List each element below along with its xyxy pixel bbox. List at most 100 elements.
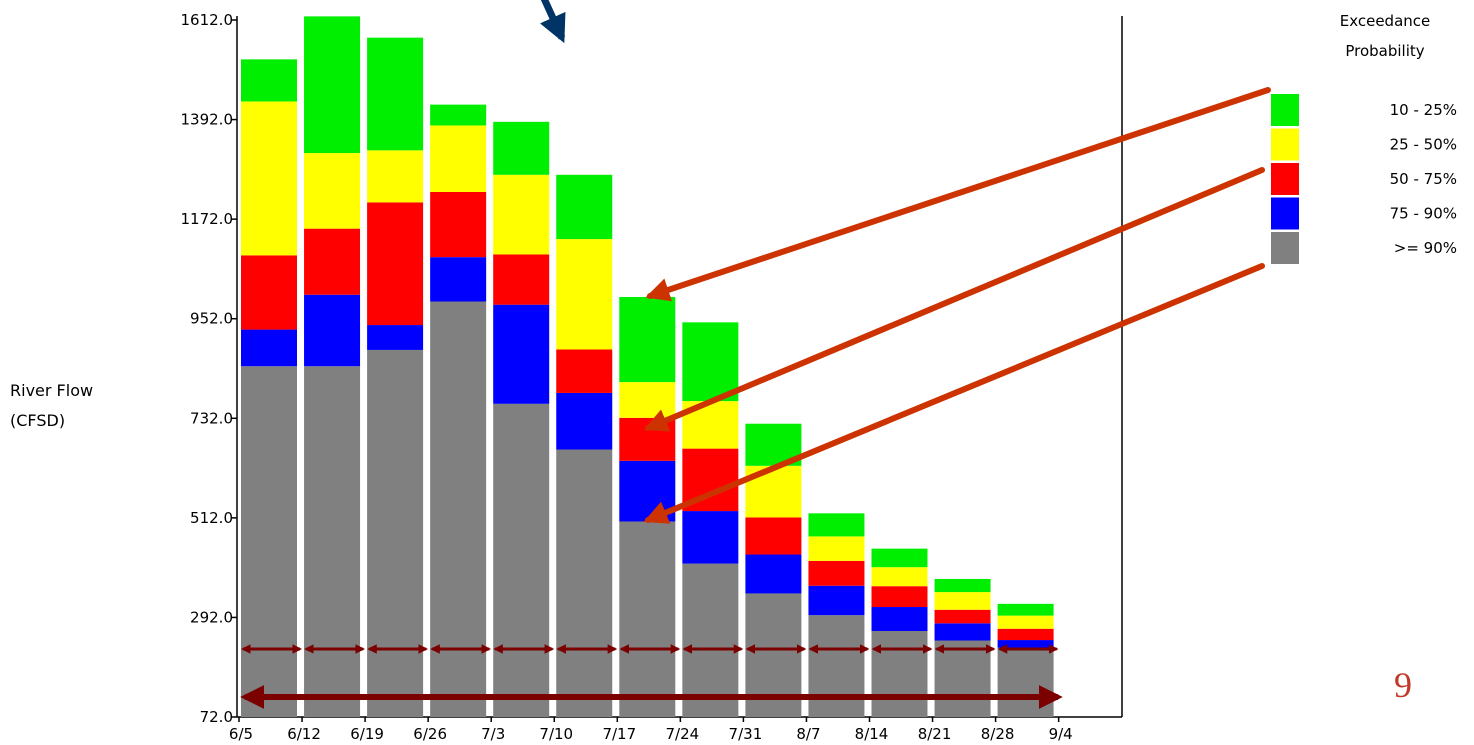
x-tick-label: 8/28 [981,725,1015,743]
bar-12-segment-p25 [997,615,1054,629]
y-tick-label: 292.0 [190,608,233,626]
bar-2-segment-p50 [367,202,424,326]
bar-4-segment-p25 [493,174,550,255]
x-tick-label: 7/10 [539,725,573,743]
bar-11-segment-p75 [934,623,991,641]
legend-title: Probability [1345,42,1424,60]
bar-11-segment-p25 [934,592,991,610]
y-tick-label: 1392.0 [181,111,234,129]
bar-1-segment-p50 [304,228,361,295]
bar-2-segment-p10 [367,37,424,151]
x-tick-label: 7/31 [729,725,763,743]
bar-5-segment-p50 [556,349,613,393]
legend-label-4: >= 90% [1394,239,1457,257]
bar-2-segment-p75 [367,325,424,350]
bar-10-segment-p50 [871,586,928,608]
legend-callout-arrow-2 [643,263,1265,524]
bar-11-segment-p90 [934,640,991,717]
bar-0-segment-p50 [241,255,297,330]
legend-label-1: 25 - 50% [1390,136,1457,154]
bar-4-segment-p10 [493,121,550,175]
x-tick-label: 6/26 [413,725,447,743]
bar-5-segment-p75 [556,392,613,450]
bar-4-segment-p90 [493,403,550,717]
slide-number: 9 [1394,665,1412,705]
bar-8-segment-p75 [745,554,802,594]
bar-9-segment-p10 [808,513,865,537]
bar-1-segment-p25 [304,153,361,229]
bar-12-segment-p90 [997,647,1054,717]
x-tick-label: 7/24 [666,725,700,743]
bar-9-segment-p25 [808,536,865,561]
bar-0-segment-p75 [241,329,297,367]
bar-9-segment-p75 [808,585,865,616]
y-tick-label: 952.0 [190,310,233,328]
bar-5-segment-p90 [556,449,613,717]
y-tick-label: 72.0 [200,708,233,726]
bar-6-segment-p50 [619,417,676,461]
x-tick-label: 6/5 [229,725,253,743]
legend-label-2: 50 - 75% [1390,170,1457,188]
x-tick-label: 7/3 [481,725,505,743]
y-tick-label: 1612.0 [181,11,234,29]
bar-11-segment-p50 [934,609,991,624]
bar-2-segment-p25 [367,150,424,203]
bar-1-segment-p10 [304,16,361,154]
y-tick-label: 1172.0 [181,210,234,228]
bar-12-segment-p75 [997,640,1054,648]
bar-0-segment-p90 [241,366,297,717]
bar-7-segment-p90 [682,563,739,717]
bar-8-segment-p50 [745,517,802,555]
bar-10-segment-p25 [871,567,928,587]
bar-0-segment-p25 [241,101,297,256]
bar-10-segment-p75 [871,607,928,632]
x-tick-label: 6/12 [287,725,321,743]
legend-swatch-0 [1271,94,1299,126]
bar-9-segment-p50 [808,560,865,586]
x-tick-label: 9/4 [1049,725,1073,743]
bar-6-segment-p10 [619,296,676,383]
x-tick-label: 8/7 [796,725,820,743]
bar-4-segment-p50 [493,254,550,305]
x-tick-label: 6/19 [350,725,384,743]
bar-3-segment-p25 [430,125,487,192]
legend-label-3: 75 - 90% [1390,205,1457,223]
bar-12-segment-p10 [997,603,1054,616]
bar-7-segment-p75 [682,511,739,564]
x-tick-label: 7/17 [602,725,636,743]
legend-title: Exceedance [1340,12,1431,30]
bar-5-segment-p10 [556,174,613,240]
bar-9-segment-p90 [808,615,865,717]
bar-1-segment-p90 [304,366,361,717]
bar-6-segment-p90 [619,521,676,717]
bar-10-segment-p10 [871,548,928,568]
bar-7-segment-p10 [682,322,739,402]
x-tick-label: 8/14 [855,725,889,743]
bar-2-segment-p90 [367,349,424,717]
legend-label-0: 10 - 25% [1390,101,1457,119]
bar-11-segment-p10 [934,578,991,593]
legend-swatch-2 [1271,163,1299,195]
legend-swatch-1 [1271,128,1299,161]
y-tick-label: 732.0 [190,409,233,427]
bar-1-segment-p75 [304,294,361,367]
legend-callout-arrow-1 [643,167,1265,432]
bar-5-segment-p25 [556,239,613,350]
bar-3-segment-p10 [430,104,487,126]
bar-4-segment-p75 [493,304,550,404]
y-tick-label: 512.0 [190,509,233,527]
bar-6-segment-p25 [619,382,676,418]
pointer-arrow-blue [539,0,566,44]
y-axis-label: River Flow [10,381,93,400]
bar-12-segment-p50 [997,628,1054,641]
bar-3-segment-p90 [430,301,487,717]
y-axis-label: (CFSD) [10,411,65,430]
legend-swatch-4 [1271,232,1299,264]
bar-3-segment-p50 [430,191,487,258]
bar-0-segment-p10 [241,59,297,102]
legend-callout-arrow-0 [645,87,1271,302]
bar-10-segment-p90 [871,631,928,717]
x-tick-label: 8/21 [918,725,952,743]
legend-swatch-3 [1271,197,1299,230]
